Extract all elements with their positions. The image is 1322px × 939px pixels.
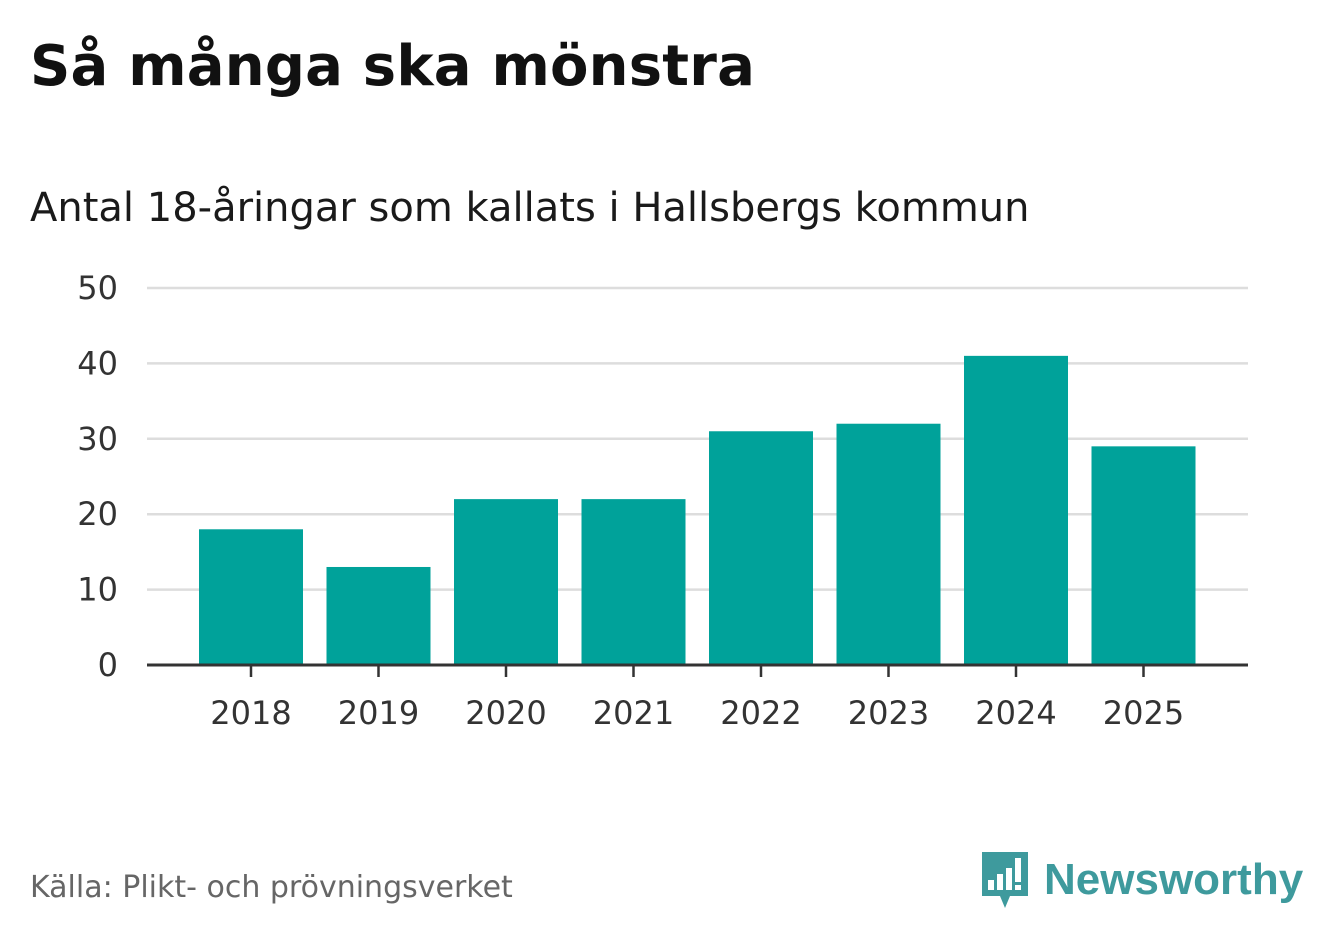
x-tick-label: 2020 xyxy=(465,694,546,732)
bar-2019 xyxy=(326,566,431,665)
y-tick-label: 30 xyxy=(77,420,118,458)
brand-logo: Newsworthy xyxy=(980,850,1303,910)
newsworthy-logo-icon xyxy=(982,852,1028,908)
bar-2023 xyxy=(836,423,941,665)
y-tick-label: 20 xyxy=(77,495,118,533)
x-tick-label: 2019 xyxy=(338,694,419,732)
y-tick-label: 10 xyxy=(77,571,118,609)
x-tick-label: 2021 xyxy=(593,694,674,732)
y-tick-label: 40 xyxy=(77,344,118,382)
bar-2021 xyxy=(581,499,686,665)
bar-2020 xyxy=(454,499,558,665)
x-tick-label: 2018 xyxy=(210,694,291,732)
y-tick-label: 0 xyxy=(98,646,118,684)
chart-subtitle: Antal 18-åringar som kallats i Hallsberg… xyxy=(30,185,1030,231)
source-note: Källa: Plikt- och prövningsverket xyxy=(30,870,513,905)
y-tick-label: 50 xyxy=(77,269,118,307)
x-tick-label: 2024 xyxy=(975,694,1056,732)
bar-2024 xyxy=(964,355,1068,665)
chart-title: Så många ska mönstra xyxy=(30,34,756,99)
bar-2022 xyxy=(709,431,813,665)
bars xyxy=(199,355,1196,665)
x-tick-label: 2023 xyxy=(848,694,929,732)
x-tick-label: 2025 xyxy=(1103,694,1184,732)
bar-2025 xyxy=(1091,446,1196,665)
brand-name: Newsworthy xyxy=(1044,855,1304,904)
tick-labels: 0 10 20 30 40 50 2018 2019 2020 2021 2022 2023 2024 2… xyxy=(77,269,1184,732)
x-tick-label: 2022 xyxy=(720,694,801,732)
bar-2018 xyxy=(199,529,303,665)
axes xyxy=(147,663,1248,677)
gridlines xyxy=(147,286,1248,591)
